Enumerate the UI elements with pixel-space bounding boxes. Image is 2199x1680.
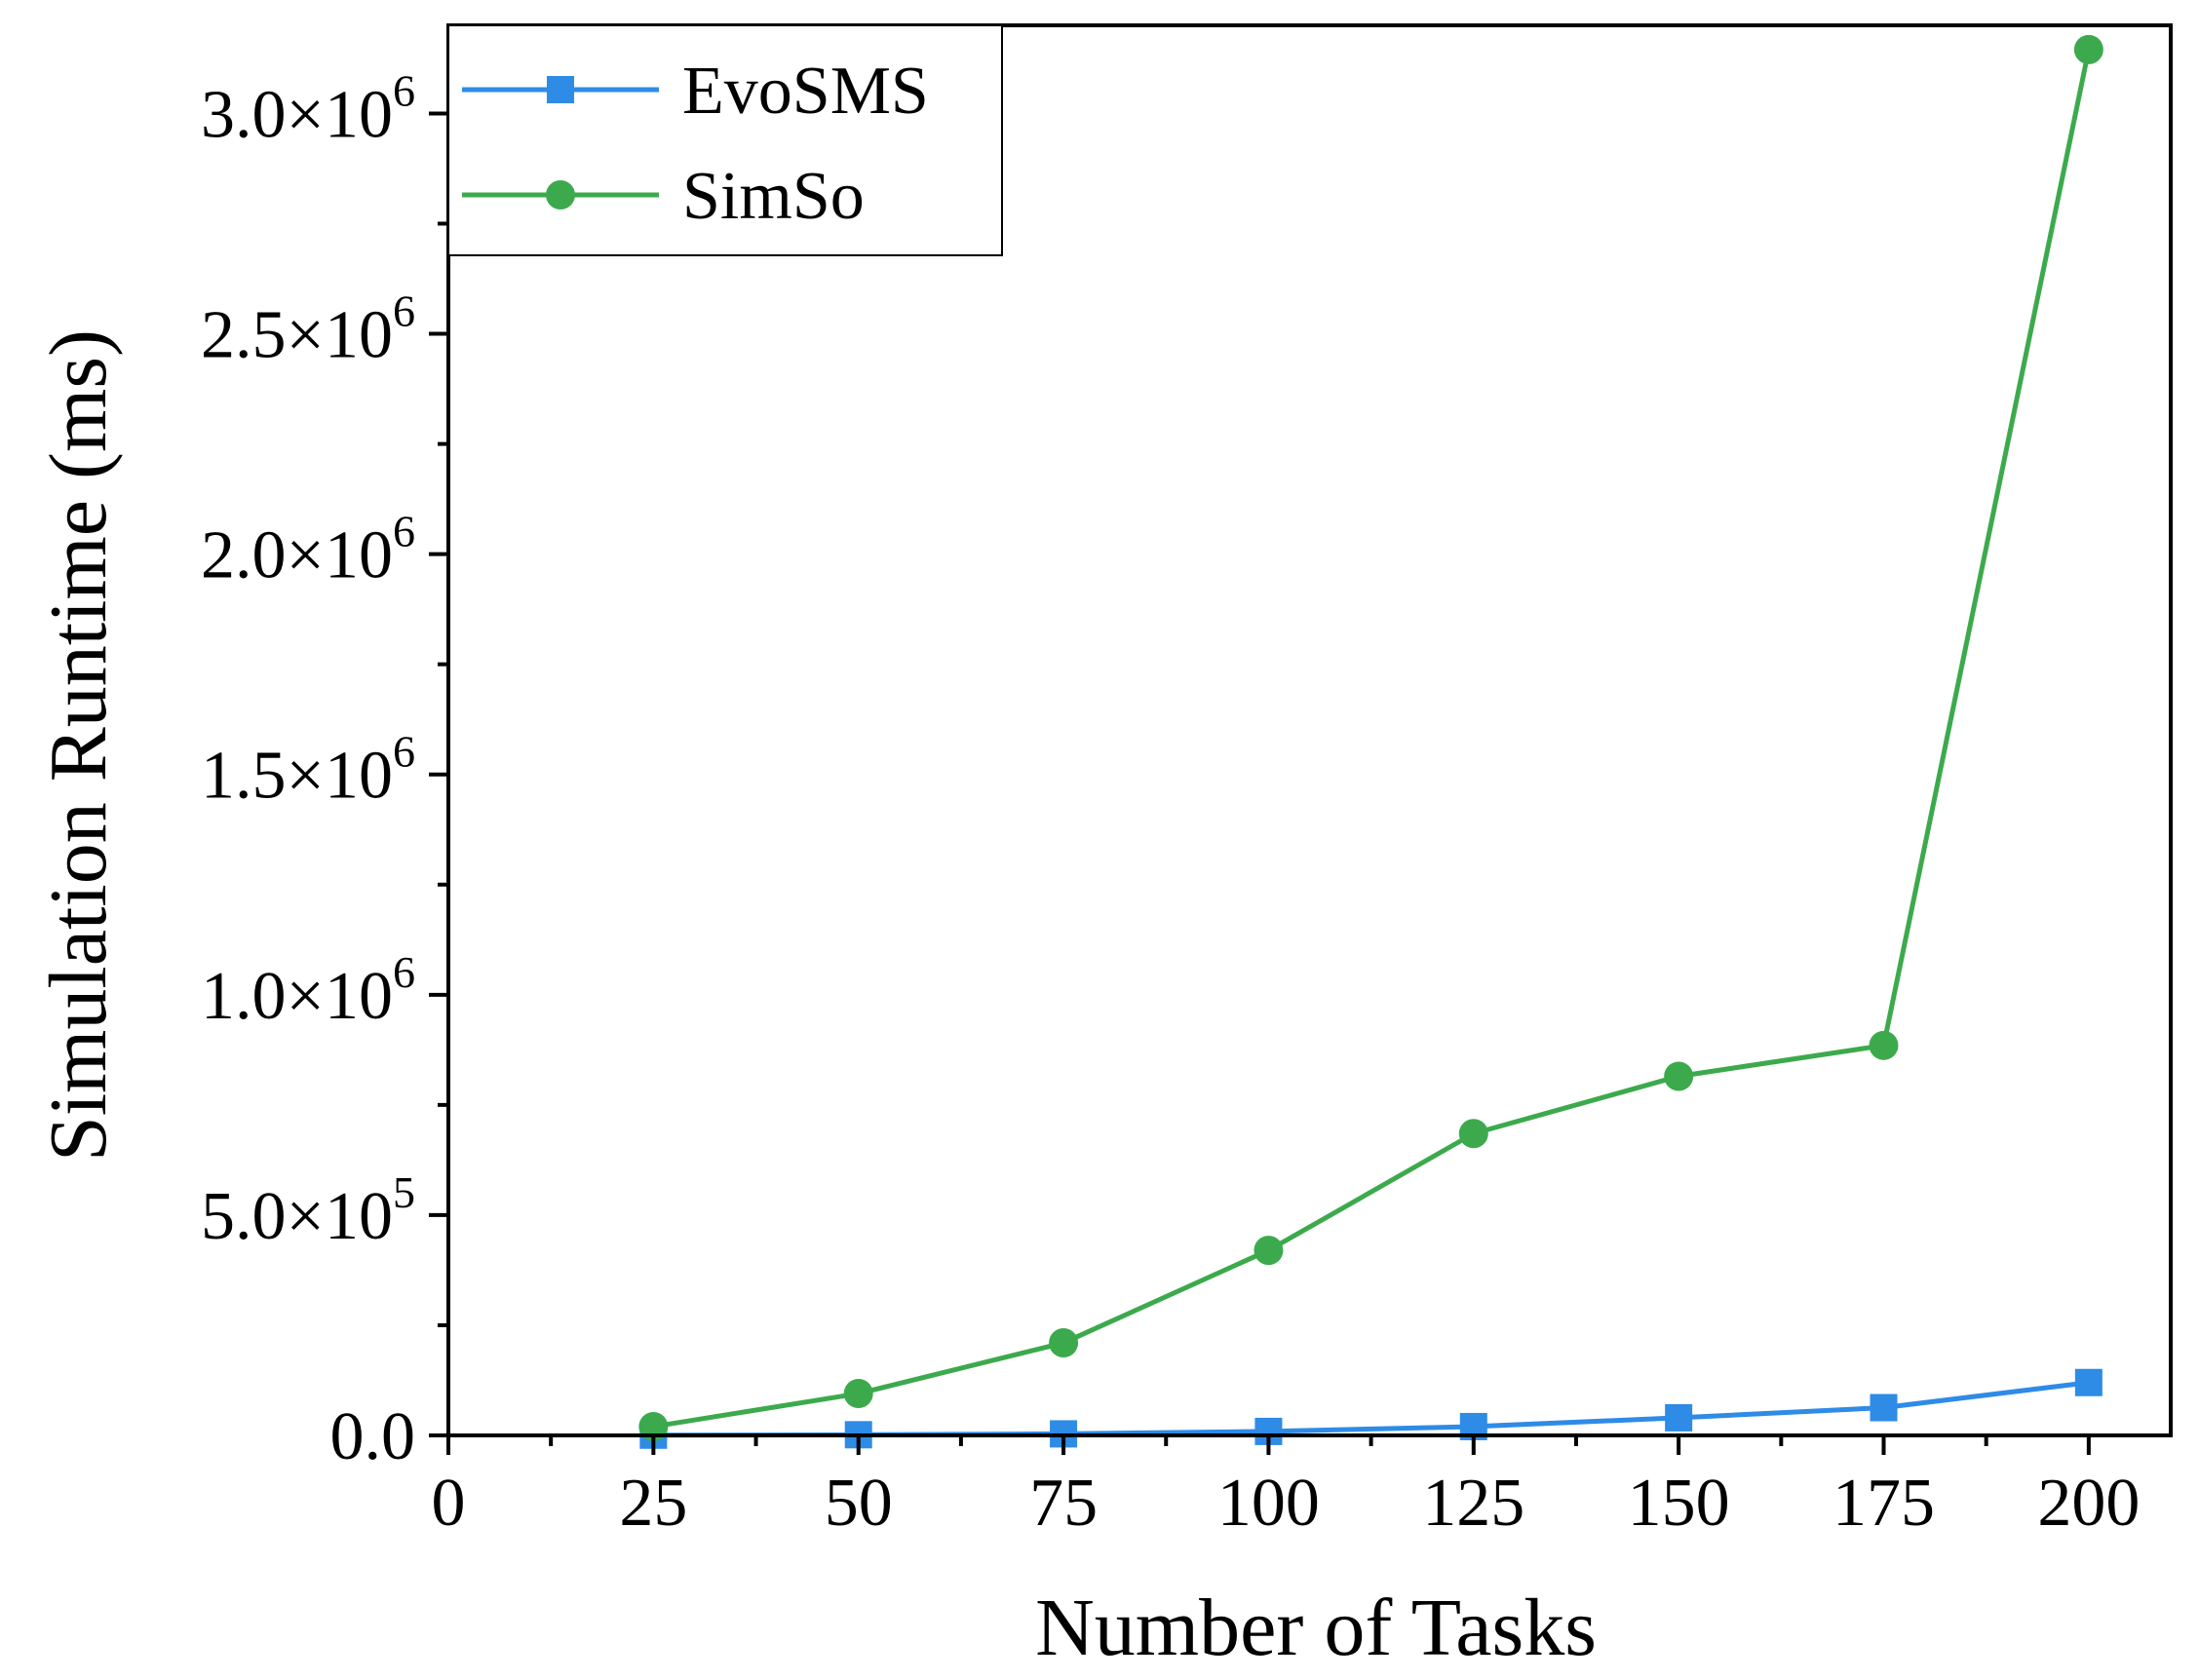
x-tick-label: 125 xyxy=(1422,1466,1524,1541)
simso-point xyxy=(1664,1061,1694,1091)
x-tick-label: 0 xyxy=(432,1466,466,1541)
simso-point xyxy=(843,1379,873,1409)
legend-evosms-label: EvoSMS xyxy=(682,54,929,129)
legend-box xyxy=(447,24,1003,256)
x-tick-label: 175 xyxy=(1832,1466,1935,1541)
y-tick-label: 0.0 xyxy=(330,1399,416,1474)
simso-series-line xyxy=(652,49,2092,1430)
legend: EvoSMS SimSo xyxy=(447,24,1003,256)
x-axis-label: Number of Tasks xyxy=(1035,1583,1597,1673)
x-tick-label: 25 xyxy=(619,1466,687,1541)
simso-point xyxy=(2073,34,2103,64)
simso-point xyxy=(1458,1119,1488,1149)
legend-evosms-marker xyxy=(547,76,574,103)
plot-frame xyxy=(446,23,2173,1437)
x-tick-label: 50 xyxy=(825,1466,893,1541)
evosms-point xyxy=(1665,1403,1693,1432)
evosms-point xyxy=(2074,1368,2103,1396)
legend-simso-label: SimSo xyxy=(682,159,865,234)
axes: 0 25 50 75 100 125 150 175 200 0.0 5.0×105 1.0×106 1… xyxy=(201,23,2173,1541)
y-tick-label: 1.5×106 xyxy=(201,727,415,814)
simso-point xyxy=(1049,1328,1079,1358)
y-tick-label: 2.0×106 xyxy=(201,507,415,593)
legend-simso-marker xyxy=(546,180,575,210)
y-tick-label: 5.0×105 xyxy=(201,1167,415,1254)
simso-point xyxy=(1869,1030,1899,1060)
y-tick-label: 2.5×106 xyxy=(201,286,415,373)
x-tick-label: 75 xyxy=(1029,1466,1098,1541)
x-tick-label: 150 xyxy=(1628,1466,1730,1541)
evosms-point xyxy=(1870,1394,1898,1422)
simso-point xyxy=(1254,1236,1284,1266)
x-tick-label: 100 xyxy=(1217,1466,1320,1541)
y-axis-label: Simulation Runtime (ms) xyxy=(33,329,124,1162)
plot-area xyxy=(638,34,2103,1449)
y-tick-label: 3.0×106 xyxy=(201,65,415,152)
y-tick-label: 1.0×106 xyxy=(201,947,415,1034)
x-tick-label: 200 xyxy=(2037,1466,2140,1541)
